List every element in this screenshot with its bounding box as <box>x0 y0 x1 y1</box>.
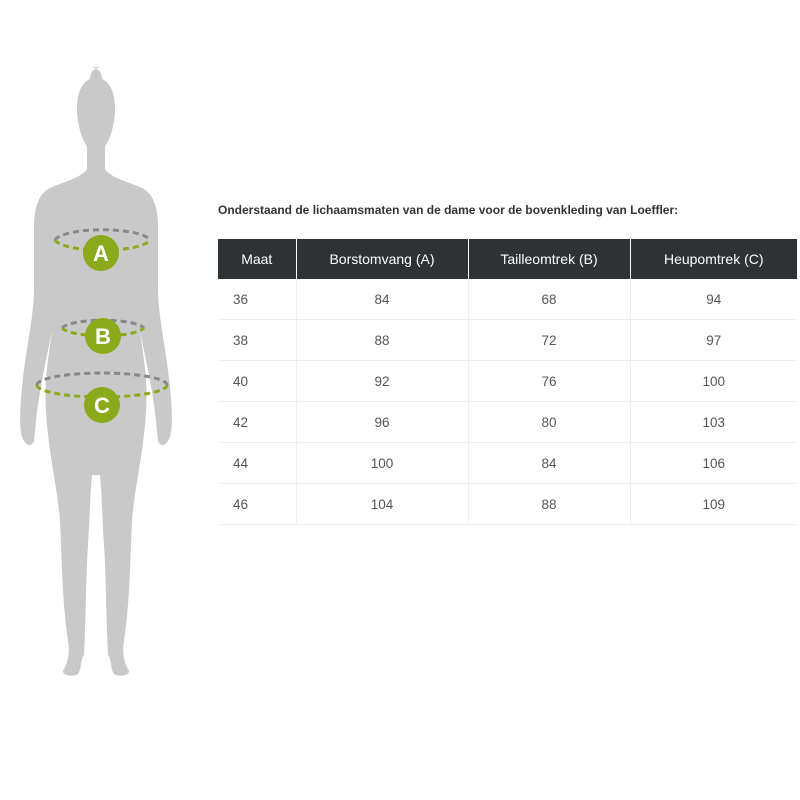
size-table: Maat Borstomvang (A) Tailleomtrek (B) Heupo… <box>218 239 797 525</box>
column-header: Tailleomtrek (B) <box>468 239 631 279</box>
table-row: 40 92 76 100 <box>218 360 797 402</box>
marker-a-label: A <box>93 241 109 266</box>
table-row: 46 104 88 109 <box>218 483 797 525</box>
table-cell: 42 <box>218 401 297 443</box>
size-chart-caption: Onderstaand de lichaamsmaten van de dame… <box>218 203 679 217</box>
table-cell: 88 <box>468 483 631 525</box>
marker-a <box>83 235 119 271</box>
table-cell: 97 <box>630 319 797 361</box>
table-cell: 94 <box>630 279 797 320</box>
marker-c <box>84 387 120 423</box>
body-silhouette-figure: A B C <box>20 67 172 676</box>
table-cell: 92 <box>296 360 469 402</box>
table-cell: 36 <box>218 279 297 320</box>
table-cell: 100 <box>630 360 797 402</box>
marker-b <box>85 318 121 354</box>
marker-b-label: B <box>95 324 111 349</box>
column-header: Maat <box>218 239 297 279</box>
table-cell: 88 <box>296 319 469 361</box>
table-cell: 96 <box>296 401 469 443</box>
table-cell: 109 <box>630 483 797 525</box>
table-cell: 38 <box>218 319 297 361</box>
table-row: 36 84 68 94 <box>218 279 797 320</box>
column-header: Borstomvang (A) <box>296 239 469 279</box>
table-cell: 84 <box>296 279 469 320</box>
table-cell: 80 <box>468 401 631 443</box>
table-header-row: Maat Borstomvang (A) Tailleomtrek (B) Heupo… <box>218 239 797 279</box>
marker-c-label: C <box>94 393 110 418</box>
table-cell: 84 <box>468 442 631 484</box>
table-cell: 72 <box>468 319 631 361</box>
table-row: 42 96 80 103 <box>218 401 797 443</box>
table-cell: 106 <box>630 442 797 484</box>
table-cell: 68 <box>468 279 631 320</box>
table-cell: 46 <box>218 483 297 525</box>
table-cell: 44 <box>218 442 297 484</box>
column-header: Heupomtrek (C) <box>630 239 797 279</box>
table-cell: 103 <box>630 401 797 443</box>
table-cell: 104 <box>296 483 469 525</box>
table-cell: 40 <box>218 360 297 402</box>
table-cell: 76 <box>468 360 631 402</box>
table-row: 38 88 72 97 <box>218 319 797 361</box>
table-cell: 100 <box>296 442 469 484</box>
body-silhouette <box>20 67 172 676</box>
table-row: 44 100 84 106 <box>218 442 797 484</box>
